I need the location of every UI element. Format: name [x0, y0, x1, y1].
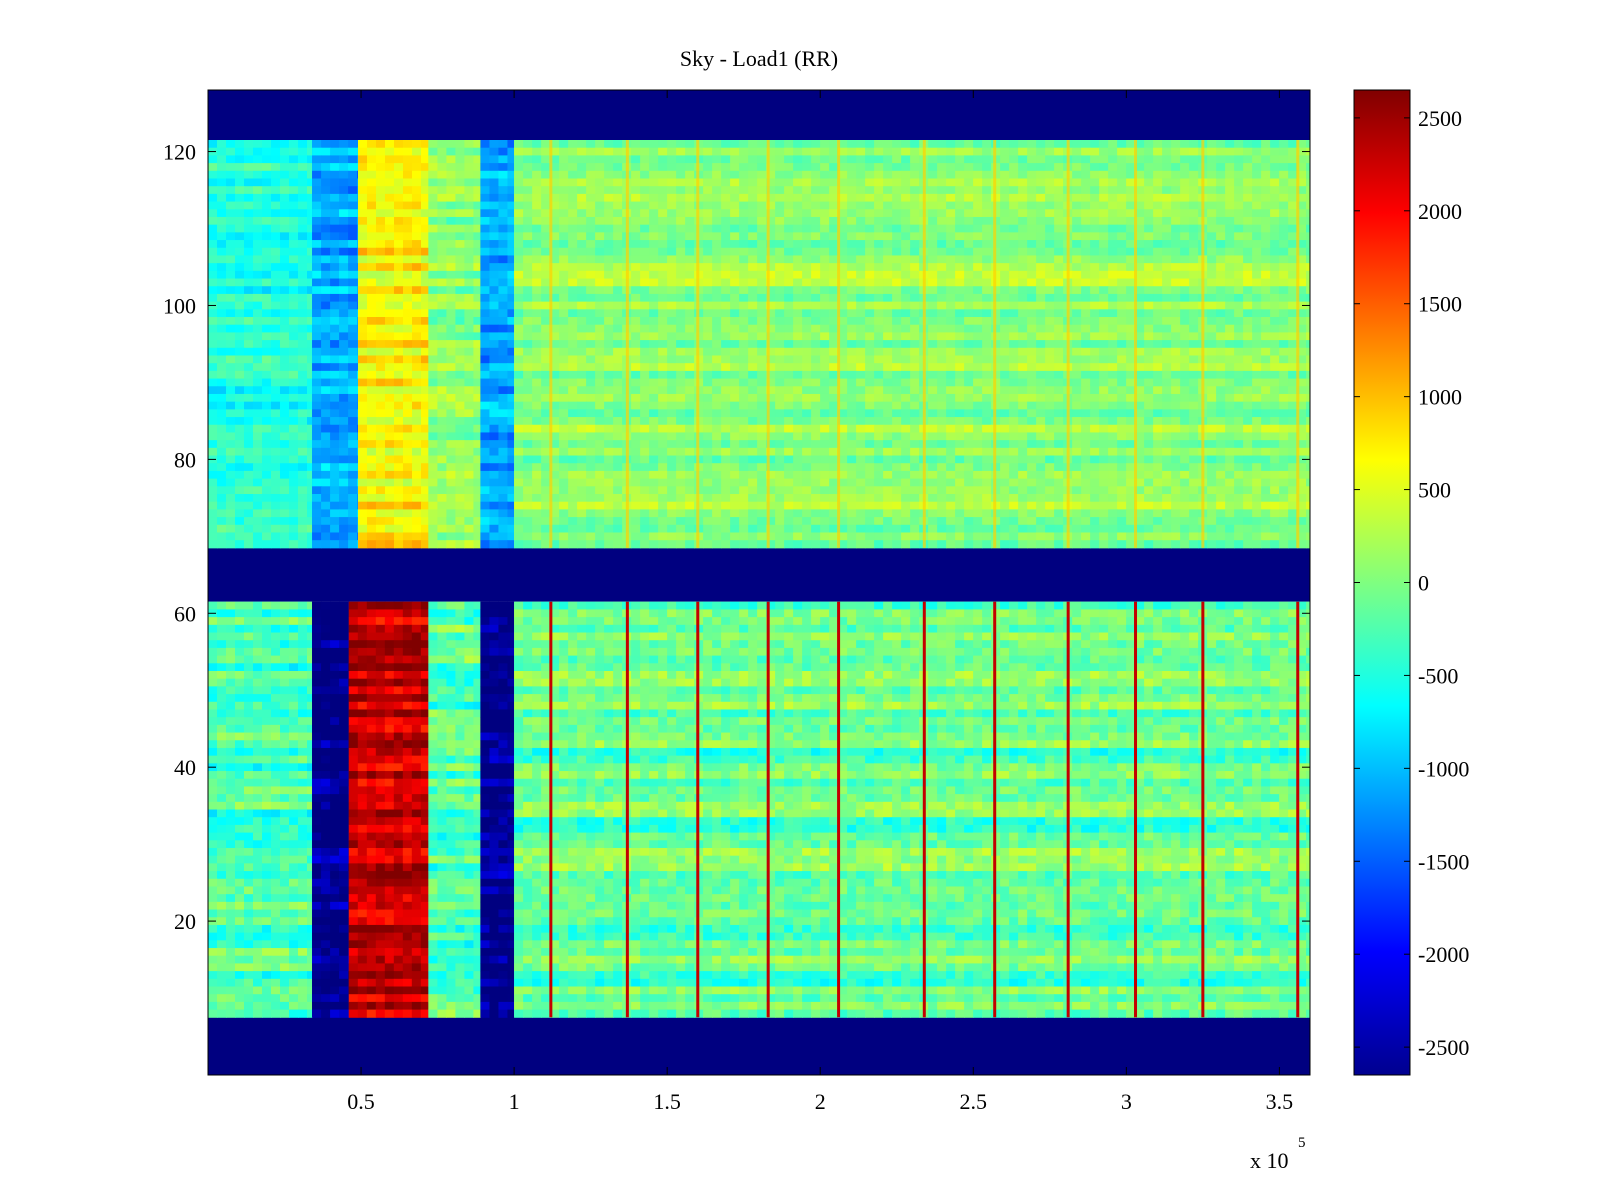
upper-block-column-5: [514, 140, 1310, 549]
colorbar-tick-label: 2500: [1418, 106, 1462, 131]
colorbar-tick-label: 0: [1418, 571, 1429, 596]
colorbar-tick-label: -1000: [1418, 756, 1469, 781]
heatmap-band-0: [208, 1017, 1310, 1075]
x-tick-label: 2: [815, 1089, 826, 1114]
spike-column-upper-10: [1296, 140, 1300, 548]
colorbar-tick-label: 1000: [1418, 385, 1462, 410]
spike-column-lower-9: [1201, 601, 1205, 1018]
spike-column-upper-9: [1201, 140, 1205, 548]
spike-column-upper-8: [1134, 140, 1138, 548]
colorbar-tick-label: -2500: [1418, 1035, 1469, 1060]
upper-block-column-0: [208, 140, 313, 549]
y-tick-label: 100: [163, 293, 196, 318]
spike-column-lower-1: [625, 601, 629, 1018]
spike-column-upper-4: [837, 140, 841, 548]
lower-block-column-0: [208, 601, 313, 1018]
spike-column-upper-6: [993, 140, 997, 548]
x-axis: 0.5 1 1.5 2 2.5 3 3.5: [347, 90, 1293, 1114]
spike-column-upper-2: [696, 140, 700, 548]
colorbar-tick-label: -2000: [1418, 942, 1469, 967]
upper-block-column-3: [428, 140, 481, 549]
spike-column-lower-4: [837, 601, 841, 1018]
heatmap-band-1: [208, 547, 1310, 602]
x-tick-label: 1.5: [653, 1089, 681, 1114]
y-tick-label: 60: [174, 601, 196, 626]
lower-block-column-4: [480, 601, 515, 1018]
spike-column-lower-5: [922, 601, 926, 1018]
upper-block-column-2: [357, 140, 429, 549]
y-tick-label: 120: [163, 140, 196, 165]
colorbar-tick-label: 500: [1418, 478, 1451, 503]
spike-column-upper-0: [549, 140, 553, 548]
colorbar-axis: 2500 2000 1500 1000 500 0 -500 -1000 -1500 -2000 -…: [1354, 106, 1469, 1060]
upper-block-column-4: [480, 140, 515, 549]
spike-column-lower-8: [1134, 601, 1138, 1018]
x-tick-label: 3.5: [1266, 1089, 1294, 1114]
y-tick-label: 40: [174, 755, 196, 780]
lower-block-column-3: [428, 601, 481, 1018]
lower-block-column-5: [514, 601, 1310, 1018]
x-tick-label: 2.5: [960, 1089, 988, 1114]
spike-column-lower-10: [1296, 601, 1300, 1018]
y-tick-label: 20: [174, 909, 196, 934]
spike-column-lower-0: [549, 601, 553, 1018]
plot-frame: [207, 89, 1311, 1076]
x-multiplier-exponent: 5: [1298, 1135, 1306, 1151]
x-tick-label: 1: [509, 1089, 520, 1114]
y-axis: 20 40 60 80 100 120: [163, 140, 1310, 934]
lower-block-column-1: [312, 601, 350, 1018]
lower-block-column-2: [348, 601, 429, 1018]
x-tick-label: 0.5: [347, 1089, 375, 1114]
spike-column-upper-3: [766, 140, 770, 548]
y-tick-label: 80: [174, 447, 196, 472]
colorbar-tick-label: -500: [1418, 663, 1458, 688]
colorbar-tick-label: 1500: [1418, 292, 1462, 317]
heatmap-plot-area: [208, 90, 1310, 1075]
spike-column-lower-2: [696, 601, 700, 1018]
spike-column-lower-3: [766, 601, 770, 1018]
x-multiplier-label: x 10: [1250, 1148, 1289, 1173]
upper-block-column-1: [312, 140, 359, 549]
heatmap-band-2: [208, 90, 1310, 141]
x-tick-label: 3: [1121, 1089, 1132, 1114]
spike-column-upper-7: [1066, 140, 1070, 548]
colorbar: [1353, 89, 1411, 1076]
spike-column-upper-5: [922, 140, 926, 548]
spike-column-lower-7: [1066, 601, 1070, 1018]
colorbar-tick-label: 2000: [1418, 199, 1462, 224]
spike-column-lower-6: [993, 601, 997, 1018]
colorbar-tick-label: -1500: [1418, 849, 1469, 874]
spike-column-upper-1: [625, 140, 629, 548]
chart-title: Sky - Load1 (RR): [680, 46, 838, 71]
